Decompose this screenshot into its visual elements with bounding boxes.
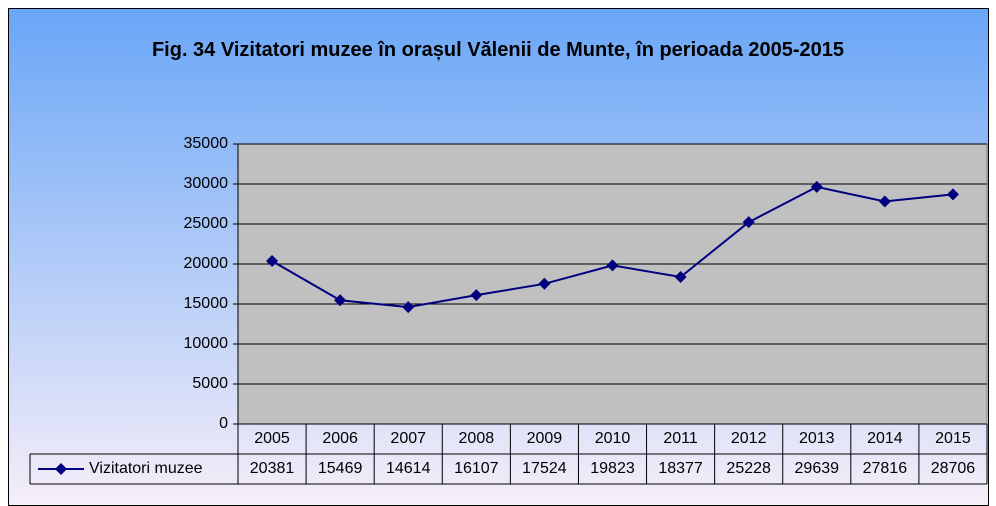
plot-area <box>237 143 988 425</box>
table-value: 28706 <box>931 460 976 477</box>
x-tick-label: 2013 <box>799 430 835 447</box>
marker <box>266 254 279 267</box>
marker <box>538 277 551 290</box>
table-value: 27816 <box>863 460 908 477</box>
marker <box>674 270 687 283</box>
x-tick-label: 2009 <box>527 430 563 447</box>
table-value: 29639 <box>795 460 840 477</box>
legend-marker <box>55 463 67 475</box>
x-tick-label: 2011 <box>663 430 698 447</box>
x-tick-label: 2010 <box>595 430 631 447</box>
y-tick-label: 5000 <box>192 375 228 392</box>
table-value: 17524 <box>522 460 567 477</box>
legend-label: Vizitatori muzee <box>89 460 203 477</box>
x-tick-label: 2014 <box>867 430 903 447</box>
marker <box>742 216 755 229</box>
x-tick-label: 2008 <box>459 430 495 447</box>
marker <box>606 259 619 272</box>
table-value: 25228 <box>726 460 771 477</box>
marker <box>878 195 891 208</box>
table-value: 14614 <box>386 460 431 477</box>
y-tick-label: 0 <box>219 415 228 432</box>
table-value: 20381 <box>250 460 295 477</box>
x-tick-label: 2007 <box>390 430 426 447</box>
y-tick-label: 15000 <box>184 295 229 312</box>
x-tick-label: 2006 <box>322 430 358 447</box>
y-tick-label: 10000 <box>184 335 229 352</box>
marker <box>334 294 347 307</box>
chart-title: Fig. 34 Vizitatori muzee în orașul Vălen… <box>151 39 845 61</box>
table-value: 16107 <box>454 460 499 477</box>
y-tick-label: 30000 <box>184 175 229 192</box>
table-value: 15469 <box>318 460 363 477</box>
x-tick-label: 2012 <box>731 430 767 447</box>
marker <box>470 289 483 302</box>
y-tick-label: 35000 <box>184 135 229 152</box>
marker <box>810 180 823 193</box>
marker <box>946 188 959 201</box>
x-tick-label: 2005 <box>254 430 290 447</box>
y-tick-label: 25000 <box>184 215 229 232</box>
y-tick-label: 20000 <box>184 255 229 272</box>
x-tick-label: 2015 <box>935 430 971 447</box>
table-value: 19823 <box>590 460 635 477</box>
marker <box>402 301 415 314</box>
table-value: 18377 <box>658 460 703 477</box>
